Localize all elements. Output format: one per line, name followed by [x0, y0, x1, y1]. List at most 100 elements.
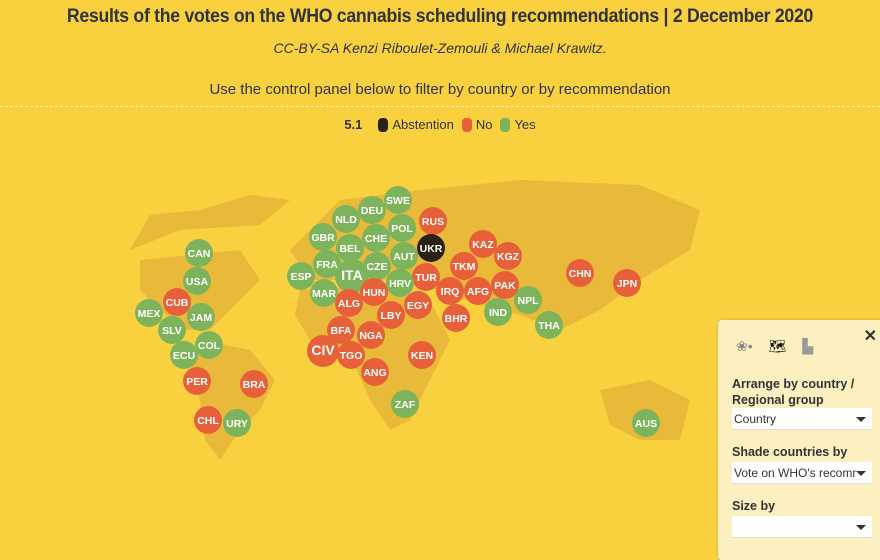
country-bubble-hrv[interactable]: HRV — [386, 269, 414, 297]
country-bubble-irq[interactable]: IRQ — [436, 277, 464, 305]
country-bubble-chl[interactable]: CHL — [194, 406, 222, 434]
bubble-circle — [494, 242, 522, 270]
instruction: Use the control panel below to filter by… — [209, 81, 671, 98]
shade-select[interactable]: Vote on WHO's recommn — [732, 462, 872, 484]
country-bubble-bfa[interactable]: BFA — [327, 316, 355, 344]
bubble-circle — [436, 277, 464, 305]
page-title: Results of the votes on the WHO cannabis… — [66, 6, 814, 27]
bubble-circle — [390, 242, 418, 270]
country-code: SLV — [162, 325, 182, 337]
country-code: ECU — [173, 350, 195, 362]
credit: CC-BY-SA Kenzi Riboulet-Zemouli & Michae… — [273, 40, 607, 56]
bubble-circle — [183, 367, 211, 395]
map-view-icon[interactable]: 🗺 — [768, 338, 787, 354]
country-bubble-kaz[interactable]: KAZ — [469, 230, 497, 258]
country-bubble-tkm[interactable]: TKM — [450, 252, 478, 280]
country-bubble-cub[interactable]: CUB — [163, 288, 191, 316]
country-bubble-tur[interactable]: TUR — [412, 263, 440, 291]
country-bubble-cze[interactable]: CZE — [363, 252, 391, 280]
country-bubble-ang[interactable]: ANG — [361, 358, 389, 386]
chart-view-icon[interactable]: ▙ — [802, 338, 814, 354]
country-bubble-lby[interactable]: LBY — [377, 301, 405, 329]
country-bubble-esp[interactable]: ESP — [287, 262, 315, 290]
country-bubble-ita[interactable]: ITA — [335, 259, 369, 293]
country-bubble-chn[interactable]: CHN — [566, 259, 594, 287]
country-code: IND — [489, 307, 508, 319]
country-bubble-pak[interactable]: PAK — [491, 271, 519, 299]
country-bubble-usa[interactable]: USA — [183, 267, 211, 295]
country-bubble-rus[interactable]: RUS — [419, 207, 447, 235]
country-bubble-aut[interactable]: AUT — [390, 242, 418, 270]
country-code: BHR — [445, 313, 468, 325]
country-bubble-ury[interactable]: URY — [223, 409, 251, 437]
country-bubble-col[interactable]: COL — [195, 331, 223, 359]
country-code: CUB — [166, 297, 189, 309]
country-bubble-tgo[interactable]: TGO — [337, 341, 365, 369]
legend-yes[interactable]: Yes — [514, 117, 536, 132]
country-bubble-afg[interactable]: AFG — [464, 277, 492, 305]
legend-abstention[interactable]: Abstention — [392, 117, 454, 132]
country-bubble-gbr[interactable]: GBR — [309, 223, 337, 251]
country-bubble-kgz[interactable]: KGZ — [494, 242, 522, 270]
size-select[interactable] — [732, 516, 872, 538]
shade-label: Shade countries by — [732, 445, 848, 459]
bubble-circle — [332, 205, 360, 233]
country-bubble-fra[interactable]: FRA — [313, 250, 341, 278]
country-bubble-swe[interactable]: SWE — [384, 186, 412, 214]
country-bubble-jam[interactable]: JAM — [187, 303, 215, 331]
country-code: POL — [391, 223, 413, 235]
bubble-circle — [195, 331, 223, 359]
bubble-circle — [335, 289, 363, 317]
bubbles-view-icon[interactable]: ❀• — [736, 338, 753, 354]
arrange-label: Arrange by country / Regional group — [732, 377, 855, 407]
bubble-circle — [632, 409, 660, 437]
country-code: CHN — [569, 268, 592, 280]
country-bubble-slv[interactable]: SLV — [158, 316, 186, 344]
country-bubble-hun[interactable]: HUN — [360, 278, 388, 306]
country-bubble-bra[interactable]: BRA — [240, 370, 268, 398]
country-bubble-zaf[interactable]: ZAF — [391, 390, 419, 418]
country-bubble-alg[interactable]: ALG — [335, 289, 363, 317]
country-bubble-can[interactable]: CAN — [185, 239, 213, 267]
country-bubble-bel[interactable]: BEL — [336, 234, 364, 262]
bubble-circle — [310, 279, 338, 307]
bubble-circle — [185, 239, 213, 267]
country-bubble-aus[interactable]: AUS — [632, 409, 660, 437]
country-code: GBR — [311, 232, 335, 244]
bubble-circle — [309, 223, 337, 251]
country-bubble-mex[interactable]: MEX — [135, 299, 163, 327]
country-bubble-pol[interactable]: POL — [388, 214, 416, 242]
view-switcher: ❀• 🗺 ▙ — [736, 338, 813, 355]
bubble-circle — [613, 269, 641, 297]
country-code: RUS — [422, 216, 444, 228]
country-bubble-nld[interactable]: NLD — [332, 205, 360, 233]
country-code: HUN — [363, 287, 386, 299]
arrange-select[interactable]: Country — [732, 408, 872, 430]
country-bubble-tha[interactable]: THA — [535, 311, 563, 339]
country-code: LBY — [381, 310, 402, 322]
country-bubble-npl[interactable]: NPL — [514, 286, 542, 314]
country-bubble-egy[interactable]: EGY — [404, 291, 432, 319]
legend-no[interactable]: No — [475, 117, 493, 132]
country-bubble-mar[interactable]: MAR — [310, 279, 338, 307]
close-icon[interactable]: ✕ — [863, 328, 877, 345]
country-bubble-ken[interactable]: KEN — [408, 341, 436, 369]
country-bubble-che[interactable]: CHE — [362, 224, 390, 252]
country-bubble-per[interactable]: PER — [183, 367, 211, 395]
country-code: TUR — [415, 272, 437, 284]
country-code: AUS — [635, 418, 657, 430]
bubble-circle — [442, 304, 470, 332]
country-bubble-ukr[interactable]: UKR — [417, 234, 445, 262]
bubble-circle — [362, 224, 390, 252]
country-bubble-jpn[interactable]: JPN — [613, 269, 641, 297]
country-bubble-deu[interactable]: DEU — [358, 196, 386, 224]
country-bubble-ind[interactable]: IND — [484, 298, 512, 326]
country-bubble-bhr[interactable]: BHR — [442, 304, 470, 332]
country-code: CHE — [365, 233, 387, 245]
country-bubble-ecu[interactable]: ECU — [170, 341, 198, 369]
country-bubble-nga[interactable]: NGA — [357, 321, 385, 349]
country-code: PER — [186, 376, 208, 388]
country-code: AFG — [467, 286, 489, 298]
bubble-circle — [384, 186, 412, 214]
country-bubble-civ[interactable]: CIV — [307, 335, 339, 367]
